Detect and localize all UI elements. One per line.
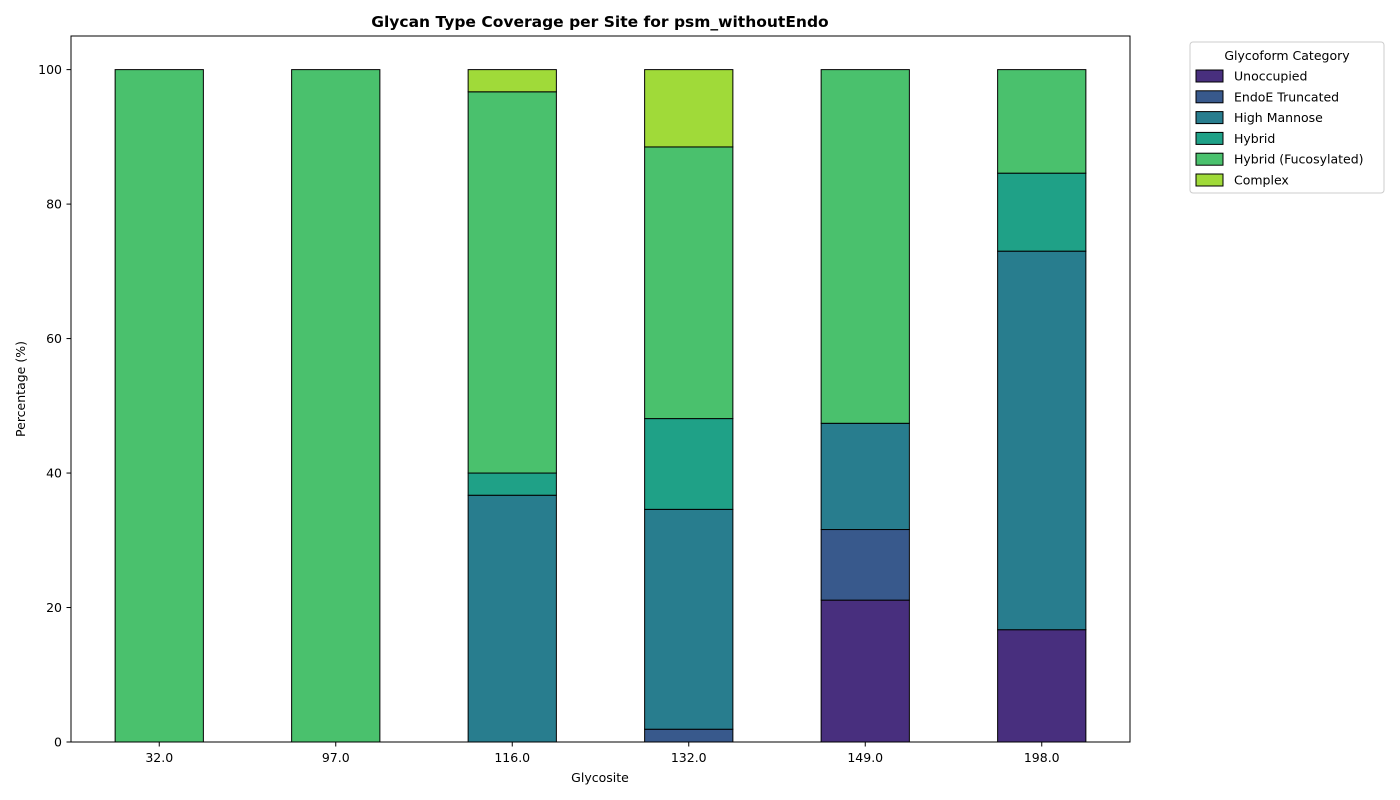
x-tick-label: 132.0 bbox=[671, 750, 707, 765]
x-tick-label: 97.0 bbox=[322, 750, 350, 765]
bar-segment bbox=[997, 69, 1087, 174]
bar-segment bbox=[467, 91, 557, 474]
axes-frame bbox=[70, 35, 1131, 743]
bar-segment bbox=[644, 418, 734, 510]
bar-segment bbox=[114, 69, 204, 743]
legend-label: Complex bbox=[1234, 173, 1289, 188]
legend-label: Hybrid (Fucosylated) bbox=[1234, 152, 1364, 167]
legend-swatch bbox=[1195, 90, 1224, 104]
bar-segment bbox=[291, 69, 381, 743]
legend: Glycoform Category Unoccupied EndoE Trunc… bbox=[1189, 41, 1385, 194]
bar-segment bbox=[997, 250, 1087, 631]
bar-segment bbox=[644, 728, 734, 743]
plot-area: 32.0 97.0 116.0 132.0 149.0 198.0 0 20 40 60 80 100 bbox=[38, 35, 1131, 765]
legend-frame bbox=[1189, 41, 1385, 194]
x-tick-label: 32.0 bbox=[145, 750, 173, 765]
legend-swatch bbox=[1195, 69, 1224, 83]
bar-segment bbox=[997, 172, 1087, 252]
y-tick-label: 100 bbox=[38, 62, 62, 77]
bar-segment bbox=[820, 422, 910, 531]
bar-segment bbox=[644, 508, 734, 730]
bar-segment bbox=[820, 529, 910, 601]
y-tick-label: 80 bbox=[46, 197, 62, 212]
legend-label: Unoccupied bbox=[1234, 69, 1307, 84]
x-tick-label: 116.0 bbox=[494, 750, 530, 765]
x-tick-label: 149.0 bbox=[847, 750, 883, 765]
y-axis-label: Percentage (%) bbox=[13, 341, 28, 437]
legend-swatch bbox=[1195, 173, 1224, 187]
legend-label: EndoE Truncated bbox=[1234, 89, 1339, 104]
y-tick-label: 20 bbox=[46, 600, 62, 615]
legend-swatch bbox=[1195, 131, 1224, 145]
bar-segment bbox=[820, 599, 910, 743]
y-tick-label: 40 bbox=[46, 466, 62, 481]
bar-segment bbox=[467, 472, 557, 496]
bar-segment bbox=[467, 494, 557, 743]
legend-label: High Mannose bbox=[1234, 110, 1323, 125]
legend-swatch bbox=[1195, 111, 1224, 125]
bar-segment bbox=[820, 69, 910, 424]
y-tick-label: 60 bbox=[46, 331, 62, 346]
legend-label: Hybrid bbox=[1234, 131, 1275, 146]
x-axis-label: Glycosite bbox=[571, 770, 629, 785]
bar-segment bbox=[997, 629, 1087, 743]
x-tick-label: 198.0 bbox=[1024, 750, 1060, 765]
legend-items: Unoccupied EndoE Truncated High Mannose Hyb… bbox=[1195, 69, 1364, 188]
chart-title: Glycan Type Coverage per Site for psm_wi… bbox=[371, 13, 828, 31]
legend-title: Glycoform Category bbox=[1224, 48, 1350, 63]
legend-swatch bbox=[1195, 152, 1224, 166]
bar-segment bbox=[467, 69, 557, 93]
y-tick-label: 0 bbox=[54, 735, 62, 750]
bar-segment bbox=[644, 146, 734, 420]
bar-segment bbox=[644, 69, 734, 148]
